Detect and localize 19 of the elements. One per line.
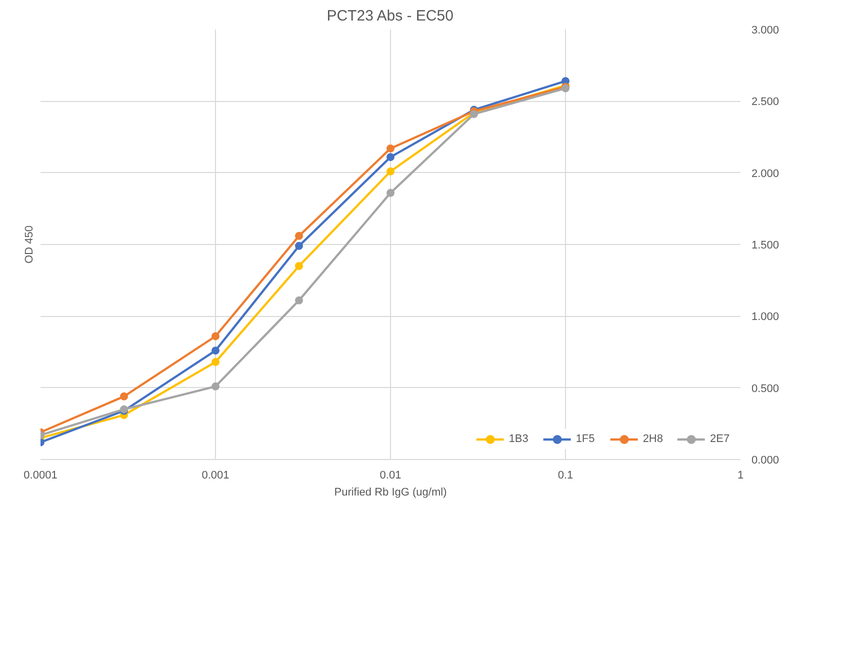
x-tick-label: 0.001 <box>202 470 230 482</box>
y-tick-label: 0.500 <box>752 382 780 395</box>
legend-label: 1B3 <box>508 433 529 445</box>
x-tick-label: 0.01 <box>380 470 402 482</box>
y-tick-label: 3.000 <box>752 24 780 36</box>
y-tick-label: 2.500 <box>752 96 780 108</box>
legend-label: 2E7 <box>710 433 730 445</box>
x-axis-title: Purified Rb IgG (ug/ml) <box>334 486 447 498</box>
x-tick-label: 1 <box>737 470 744 482</box>
legend-label: 1F5 <box>576 433 596 445</box>
y-tick-label: 0.000 <box>752 454 780 466</box>
legend-label: 2H8 <box>642 433 663 445</box>
y-tick-label: 2.000 <box>752 168 780 180</box>
y-tick-label: 1.500 <box>752 240 780 252</box>
x-tick-label: 0.0001 <box>24 470 58 482</box>
y-tick-label: 1.000 <box>752 311 780 324</box>
x-tick-label: 0.1 <box>558 470 574 482</box>
chart-title: PCT23 Abs - EC50 <box>326 8 454 24</box>
y-axis-title: OD 450 <box>24 226 36 264</box>
